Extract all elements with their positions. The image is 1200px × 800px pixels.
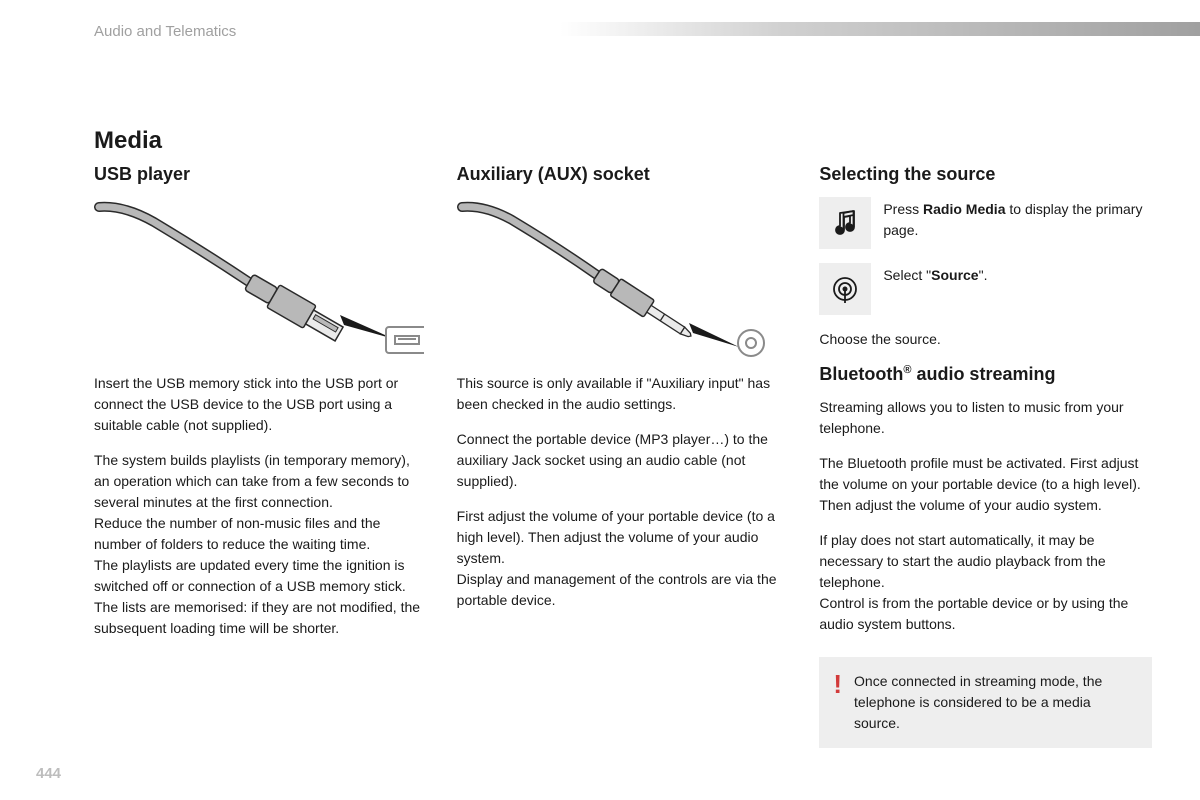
- column-source-bluetooth: Selecting the source Press Radio Media t…: [819, 164, 1152, 748]
- text-fragment: Bluetooth: [819, 364, 903, 384]
- page-title: Media: [94, 127, 162, 155]
- bt-para-1: Streaming allows you to listen to music …: [819, 397, 1152, 439]
- aux-para-2: Connect the portable device (MP3 player……: [457, 429, 790, 492]
- page-number: 444: [36, 765, 61, 782]
- column-usb: USB player: [94, 164, 427, 748]
- bt-para-3: If play does not start automatically, it…: [819, 530, 1152, 635]
- text-fragment: ".: [979, 267, 988, 283]
- aux-para-1: This source is only available if "Auxili…: [457, 373, 790, 415]
- text-fragment: Press: [883, 201, 923, 217]
- column-aux: Auxiliary (AUX) socket: [457, 164, 790, 748]
- step-select-source-text: Select "Source".: [883, 263, 987, 286]
- step-radio-media: Press Radio Media to display the primary…: [819, 197, 1152, 249]
- bt-para-2: The Bluetooth profile must be activated.…: [819, 453, 1152, 516]
- heading-aux: Auxiliary (AUX) socket: [457, 164, 790, 185]
- text-fragment: audio streaming: [911, 364, 1055, 384]
- info-callout-text: Once connected in streaming mode, the te…: [854, 671, 1138, 734]
- text-bold: Source: [931, 267, 978, 283]
- heading-bluetooth: Bluetooth® audio streaming: [819, 364, 1152, 385]
- step-select-source: Select "Source".: [819, 263, 1152, 315]
- choose-source-text: Choose the source.: [819, 329, 1152, 350]
- exclamation-icon: !: [833, 671, 842, 734]
- heading-usb: USB player: [94, 164, 427, 185]
- heading-selecting-source: Selecting the source: [819, 164, 1152, 185]
- music-note-icon: [819, 197, 871, 249]
- aux-para-3: First adjust the volume of your portable…: [457, 506, 790, 611]
- source-target-icon: [819, 263, 871, 315]
- content-columns: USB player: [94, 164, 1152, 748]
- usb-para-1: Insert the USB memory stick into the USB…: [94, 373, 427, 436]
- usb-para-2: The system builds playlists (in temporar…: [94, 450, 427, 639]
- section-breadcrumb: Audio and Telematics: [94, 23, 236, 40]
- text-fragment: Select ": [883, 267, 931, 283]
- header-gradient-bar: [560, 22, 1200, 36]
- text-bold: Radio Media: [923, 201, 1005, 217]
- info-callout: ! Once connected in streaming mode, the …: [819, 657, 1152, 748]
- illustration-usb-cable: [94, 197, 427, 357]
- step-radio-media-text: Press Radio Media to display the primary…: [883, 197, 1152, 241]
- illustration-aux-jack: [457, 197, 790, 357]
